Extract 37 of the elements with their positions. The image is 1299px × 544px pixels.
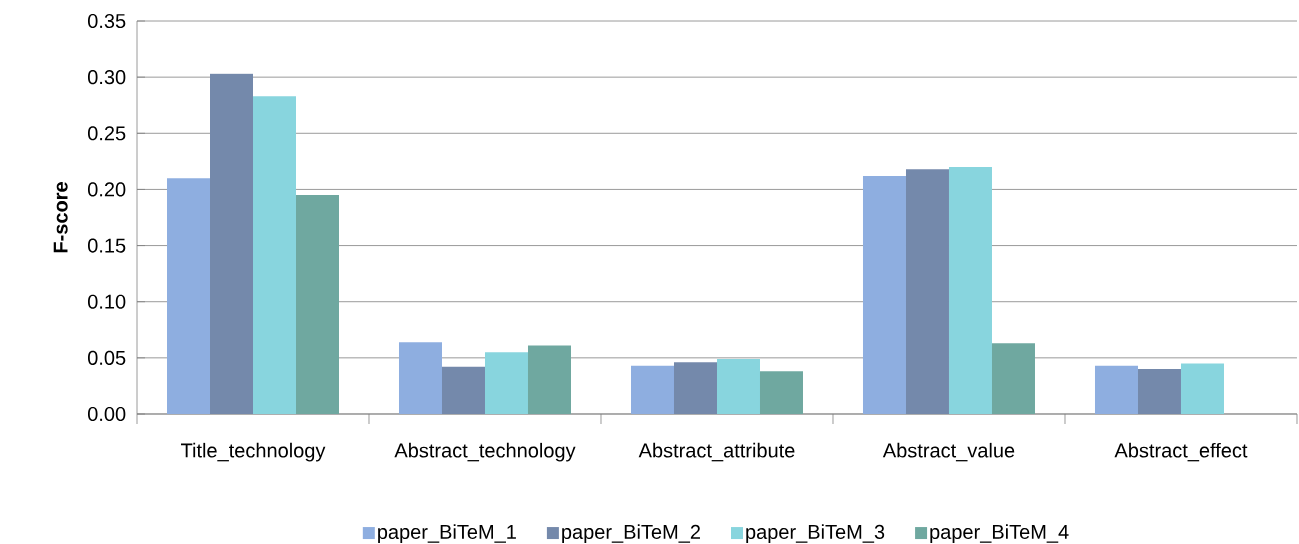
bar bbox=[905, 169, 949, 414]
bar bbox=[759, 371, 803, 414]
legend-label: paper_BiTeM_4 bbox=[930, 524, 1069, 543]
legend-label: paper_BiTeM_1 bbox=[378, 524, 516, 543]
y-tick-label: 0.15 bbox=[87, 238, 126, 253]
x-tick-label: Abstract_technology bbox=[394, 442, 576, 462]
x-tick-label: Title_technology bbox=[181, 442, 326, 462]
y-tick-label: 0.20 bbox=[87, 182, 126, 197]
bar bbox=[167, 178, 210, 414]
bar bbox=[991, 343, 1035, 414]
bar bbox=[253, 96, 296, 414]
bar bbox=[398, 342, 442, 414]
y-tick-label: 0.05 bbox=[87, 350, 126, 365]
bar bbox=[630, 365, 674, 414]
bar bbox=[210, 73, 253, 414]
y-tick-label: 0.00 bbox=[87, 406, 126, 422]
legend-label: paper_BiTeM_3 bbox=[746, 524, 885, 543]
bar bbox=[1137, 369, 1181, 414]
y-tick-label: 0.35 bbox=[87, 13, 126, 29]
y-tick-label: 0.25 bbox=[87, 126, 126, 141]
x-tick-label: Abstract_value bbox=[882, 442, 1015, 462]
legend-label: paper_BiTeM_2 bbox=[562, 524, 700, 543]
bar bbox=[1094, 365, 1138, 414]
bar bbox=[716, 358, 760, 414]
bar bbox=[441, 366, 485, 414]
bar bbox=[862, 175, 906, 414]
y-tick-label: 0.30 bbox=[87, 70, 126, 85]
bar bbox=[296, 195, 339, 414]
bar bbox=[528, 345, 571, 414]
y-axis-title: F-score bbox=[53, 182, 68, 253]
bar bbox=[673, 362, 717, 414]
y-tick-label: 0.10 bbox=[87, 294, 126, 309]
bar bbox=[1180, 363, 1224, 414]
bar bbox=[484, 352, 528, 414]
bar bbox=[948, 166, 992, 414]
x-tick-label: Abstract_effect bbox=[1114, 442, 1248, 462]
x-tick-label: Abstract_attribute bbox=[638, 442, 795, 462]
